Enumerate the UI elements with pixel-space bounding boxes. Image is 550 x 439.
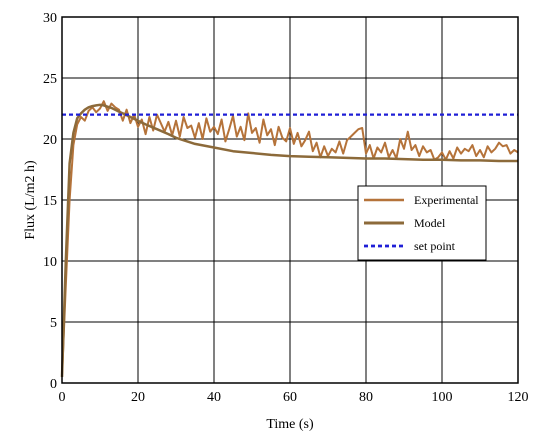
y-tick-label: 10 (43, 255, 57, 270)
y-tick-label: 25 (43, 72, 57, 87)
plot-frame (61, 16, 519, 384)
x-axis-label: Time (s) (266, 417, 314, 432)
x-tick-label: 100 (432, 390, 453, 405)
y-tick-label: 20 (43, 133, 57, 148)
y-tick-label: 15 (43, 194, 57, 209)
y-tick-label: 0 (50, 377, 57, 392)
y-tick-label: 5 (50, 316, 57, 331)
tick-labels: 0 20 40 60 80 100 120 0 5 10 15 20 25 30 (43, 11, 529, 405)
legend-label: Model (414, 216, 446, 230)
y-tick-label: 30 (43, 11, 57, 26)
legend-label: set point (414, 239, 456, 253)
x-tick-label: 60 (283, 390, 297, 405)
legend: Experimental Model set point (357, 185, 487, 261)
legend-label: Experimental (414, 193, 479, 207)
x-tick-label: 40 (207, 390, 221, 405)
x-tick-label: 20 (131, 390, 145, 405)
x-tick-label: 80 (359, 390, 373, 405)
x-tick-label: 0 (59, 390, 66, 405)
series-line-1 (60, 103, 518, 377)
x-tick-label: 120 (508, 390, 529, 405)
y-axis-label: Flux (L/m2 h) (23, 160, 38, 240)
series-group (60, 100, 519, 377)
series-line-0 (61, 100, 519, 377)
